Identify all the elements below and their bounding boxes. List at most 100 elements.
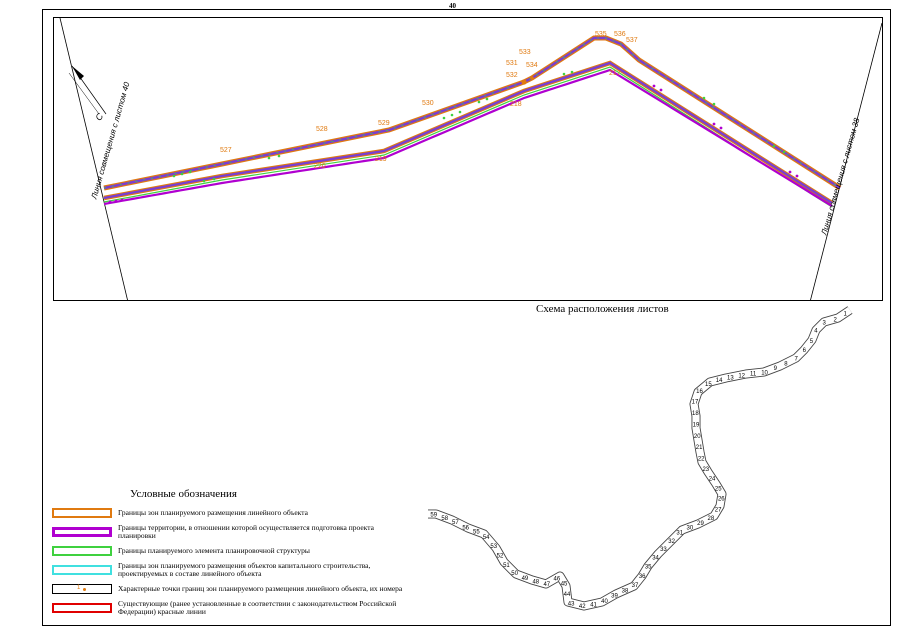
sheet-label-31: 31 xyxy=(676,531,683,537)
legend-text: Характерные точки границ зон планируемог… xyxy=(118,584,403,593)
legend-item-characteristic-points: 1 Характерные точки границ зон планируем… xyxy=(52,582,412,596)
point-label-536: 536 xyxy=(614,31,626,38)
sheet-label-47: 47 xyxy=(543,582,550,588)
sheet-label-4: 4 xyxy=(814,329,818,335)
sheet-label-51: 51 xyxy=(503,563,510,569)
boundary-dots xyxy=(172,70,786,183)
sheet-label-1: 1 xyxy=(844,312,848,318)
sheet-label-7: 7 xyxy=(794,356,798,362)
north-arrow-icon xyxy=(68,65,107,115)
sheet-label-38: 38 xyxy=(622,589,629,595)
legend-item-planning-territory: Границы территории, в отношении которой … xyxy=(52,524,412,540)
sheet-label-2: 2 xyxy=(834,317,838,323)
sheet-label-34: 34 xyxy=(652,555,659,561)
sheet-label-25: 25 xyxy=(715,486,722,492)
sheet-label-35: 35 xyxy=(645,564,652,570)
sheet-label-23: 23 xyxy=(702,467,709,473)
main-map: Линия совмещения с листом 40 Линия совме… xyxy=(53,17,883,301)
sheet-label-57: 57 xyxy=(452,520,459,526)
sheet-label-16: 16 xyxy=(696,389,703,395)
left-match-line xyxy=(59,18,128,300)
cyan-boundary-swatch-icon xyxy=(52,565,112,575)
sheet-label-12: 12 xyxy=(738,373,745,379)
point-label-528: 528 xyxy=(316,126,328,133)
sheet-label-56: 56 xyxy=(462,525,469,531)
sheet-label-13: 13 xyxy=(727,376,734,382)
legend-item-capital-objects-zone: Границы зон планируемого размещения объе… xyxy=(52,562,412,578)
sheet-label-45: 45 xyxy=(561,581,568,587)
sheet-label-44: 44 xyxy=(564,592,571,598)
scheme-title: Схема расположения листов xyxy=(536,303,669,315)
sheet-label-59: 59 xyxy=(430,513,437,519)
legend-text: Границы зон планируемого размещения объе… xyxy=(118,561,371,578)
sheet-label-33: 33 xyxy=(660,547,667,553)
sheet-label-27: 27 xyxy=(715,508,722,514)
sheet-label-8: 8 xyxy=(784,362,788,368)
legend-text: Существующие (ранее установленные в соот… xyxy=(118,599,397,616)
sheet-label-14: 14 xyxy=(716,378,723,384)
sheet-label-43: 43 xyxy=(568,601,575,607)
legend-text: Границы территории, в отношении которой … xyxy=(118,523,374,540)
point-label-220: 220 xyxy=(314,163,326,170)
sheet-number: 40 xyxy=(449,2,456,10)
legend: Условные обозначения Границы зон планиру… xyxy=(52,488,412,620)
sheet-label-40: 40 xyxy=(601,599,608,605)
point-label-529: 529 xyxy=(378,120,390,127)
sheet-label-41: 41 xyxy=(590,602,597,608)
point-label-537: 537 xyxy=(626,37,638,44)
point-label-535: 535 xyxy=(595,31,607,38)
sheet-label-20: 20 xyxy=(694,434,701,440)
sheet-label-32: 32 xyxy=(668,539,675,545)
point-symbol-icon: 1 xyxy=(52,584,112,594)
point-534-marker xyxy=(530,76,534,80)
sheet-label-48: 48 xyxy=(532,580,539,586)
legend-item-red-lines: Существующие (ранее установленные в соот… xyxy=(52,600,412,616)
sheet-label-37: 37 xyxy=(632,583,639,589)
sheet-label-18: 18 xyxy=(692,411,699,417)
sheet-label-28: 28 xyxy=(707,516,714,522)
sheet-label-36: 36 xyxy=(639,574,646,580)
sheet-label-10: 10 xyxy=(761,370,768,376)
sheet-label-58: 58 xyxy=(441,516,448,522)
drawing-frame xyxy=(42,9,891,626)
territory-dots xyxy=(108,84,799,204)
orange-boundary-swatch-icon xyxy=(52,508,112,518)
sheet-label-46: 46 xyxy=(553,576,560,582)
green-boundary-swatch-icon xyxy=(52,546,112,556)
purple-boundary-swatch-icon xyxy=(52,527,112,537)
red-boundary-swatch-icon xyxy=(52,603,112,613)
sheet-label-49: 49 xyxy=(522,576,529,582)
sheet-label-24: 24 xyxy=(709,477,716,483)
sheet-label-11: 11 xyxy=(750,372,757,378)
point-label-217: 217 xyxy=(609,70,621,77)
sheet-label-54: 54 xyxy=(483,535,490,541)
sheet-label-50: 50 xyxy=(511,571,518,577)
sheet-label-52: 52 xyxy=(497,553,504,559)
sheet-label-19: 19 xyxy=(693,422,700,428)
legend-item-planning-element: Границы планируемого элемента планировоч… xyxy=(52,544,412,558)
sheet-label-15: 15 xyxy=(705,382,712,388)
point-532-marker xyxy=(521,79,527,85)
point-label-533: 533 xyxy=(519,49,531,56)
sheet-label-55: 55 xyxy=(473,530,480,536)
right-match-line xyxy=(810,22,882,300)
point-label-530: 530 xyxy=(422,100,434,107)
point-label-527: 527 xyxy=(220,147,232,154)
sheet-label-5: 5 xyxy=(810,339,814,345)
sheet-label-3: 3 xyxy=(822,320,826,326)
point-label-534: 534 xyxy=(526,62,538,69)
point-label-219: 219 xyxy=(375,156,387,163)
sheet-label-39: 39 xyxy=(611,593,618,599)
sheet-layout-scheme: 1234567891011121314151617181920212223242… xyxy=(428,306,853,611)
point-label-531: 531 xyxy=(506,60,518,67)
sheet-label-30: 30 xyxy=(686,526,693,532)
point-symbol-label: 1 xyxy=(77,585,81,591)
sheet-label-6: 6 xyxy=(803,348,807,354)
legend-item-linear-object-zone: Границы зон планируемого размещения лине… xyxy=(52,506,412,520)
sheet-label-29: 29 xyxy=(697,521,704,527)
legend-text: Границы планируемого элемента планировоч… xyxy=(118,546,310,555)
point-label-532: 532 xyxy=(506,72,518,79)
sheet-label-17: 17 xyxy=(692,400,699,406)
sheet-label-9: 9 xyxy=(774,366,778,372)
legend-text: Границы зон планируемого размещения лине… xyxy=(118,508,308,517)
